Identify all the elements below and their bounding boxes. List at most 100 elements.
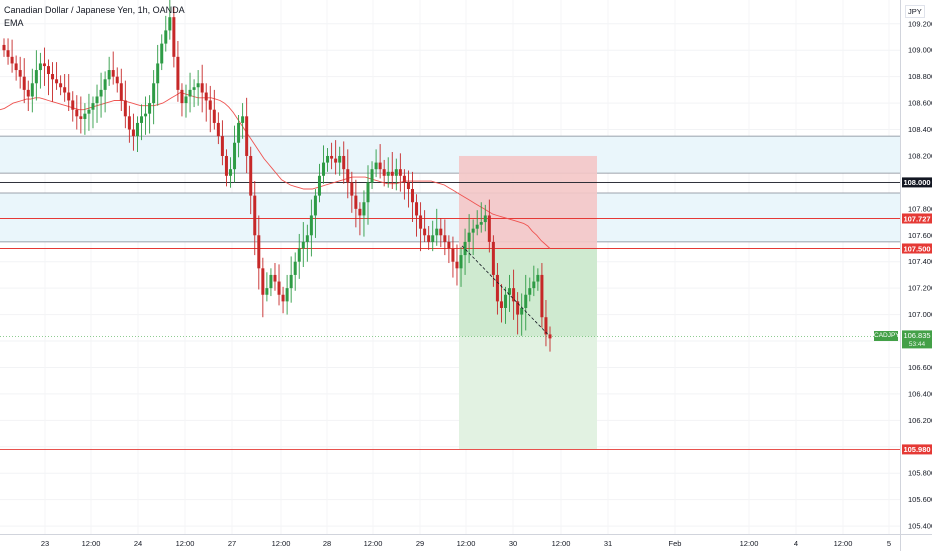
candle-body bbox=[140, 116, 144, 123]
stop-loss-zone bbox=[459, 155, 597, 249]
candle bbox=[410, 171, 414, 223]
candle-body bbox=[265, 288, 269, 295]
candle bbox=[233, 125, 237, 183]
candle-body bbox=[277, 281, 281, 295]
candle bbox=[479, 202, 483, 233]
candle bbox=[447, 235, 451, 264]
candle bbox=[313, 189, 317, 238]
candle-body bbox=[42, 63, 46, 67]
candle-body bbox=[382, 169, 386, 176]
candle bbox=[123, 80, 127, 129]
candle-body bbox=[548, 334, 552, 339]
candle-body bbox=[293, 261, 297, 275]
candle-body bbox=[152, 83, 156, 104]
price-axis[interactable]: 109.200 109.000 108.800 108.600 108.400 108.2… bbox=[900, 0, 932, 534]
countdown-label: 53:44 bbox=[909, 341, 926, 348]
candle-body bbox=[216, 122, 220, 137]
price-tick-label: 107.000 bbox=[908, 310, 932, 319]
candle bbox=[30, 68, 34, 113]
candle bbox=[95, 84, 99, 123]
candle bbox=[107, 56, 111, 86]
candle-body bbox=[338, 155, 342, 163]
candle-body bbox=[317, 175, 321, 196]
price-tick-label: 109.200 bbox=[908, 19, 932, 28]
support-resistance-zone bbox=[0, 136, 900, 174]
time-tick-label: 28 bbox=[323, 539, 331, 548]
candle bbox=[536, 268, 540, 291]
candle bbox=[415, 194, 419, 237]
time-tick-label: 23 bbox=[41, 539, 49, 548]
price-tick-label: 107.800 bbox=[908, 204, 932, 213]
candle bbox=[18, 56, 22, 89]
candle bbox=[245, 97, 249, 174]
candle bbox=[326, 148, 330, 172]
price-tick-label: 109.000 bbox=[908, 46, 932, 55]
time-axis[interactable]: 23 12:00 24 12:00 27 12:00 28 12:00 29 12:00 30 12:… bbox=[0, 534, 900, 551]
candle bbox=[59, 75, 63, 96]
candle-body bbox=[386, 171, 390, 176]
candle bbox=[322, 145, 326, 184]
candle bbox=[22, 58, 26, 104]
candle bbox=[398, 153, 402, 192]
candle-body bbox=[499, 301, 503, 308]
candle-body bbox=[261, 268, 265, 295]
candle-body bbox=[192, 87, 196, 90]
candle bbox=[293, 252, 297, 291]
candlestick-chart[interactable] bbox=[0, 0, 900, 534]
candle-body bbox=[423, 228, 427, 236]
candle bbox=[334, 140, 338, 175]
candle-body bbox=[301, 241, 305, 249]
candle-body bbox=[467, 232, 471, 242]
candle bbox=[168, 0, 172, 40]
candle bbox=[532, 265, 536, 297]
candle bbox=[305, 224, 309, 262]
chart-plot-area[interactable]: Canadian Dollar / Japanese Yen, 1h, OAND… bbox=[0, 0, 900, 534]
candle-body bbox=[289, 274, 293, 289]
candle-body bbox=[427, 235, 431, 242]
candle-body bbox=[127, 116, 131, 130]
candle-body bbox=[483, 215, 487, 223]
candle bbox=[544, 300, 548, 347]
candle-body bbox=[346, 169, 350, 183]
candle bbox=[370, 161, 374, 190]
candle bbox=[508, 274, 512, 312]
candle-body bbox=[451, 248, 455, 262]
candle-body bbox=[156, 63, 160, 84]
candle bbox=[431, 220, 435, 252]
time-tick-label: Feb bbox=[669, 539, 682, 548]
candle-body bbox=[14, 63, 18, 71]
currency-label[interactable]: JPY bbox=[905, 5, 925, 18]
candle-body bbox=[459, 255, 463, 269]
candle bbox=[483, 204, 487, 232]
candle-body bbox=[79, 116, 83, 119]
candle-body bbox=[10, 56, 14, 64]
candle-body bbox=[443, 235, 447, 242]
time-tick-label: 30 bbox=[509, 539, 517, 548]
candle-body bbox=[269, 274, 273, 289]
candle bbox=[346, 149, 350, 199]
candle bbox=[285, 274, 289, 315]
candle bbox=[269, 268, 273, 297]
price-level-badge-label: 107.727 bbox=[903, 214, 930, 223]
candle bbox=[495, 263, 499, 315]
candle-body bbox=[491, 241, 495, 275]
candle bbox=[317, 163, 321, 203]
candle-body bbox=[59, 83, 63, 88]
candle bbox=[144, 96, 148, 135]
candle-body bbox=[334, 158, 338, 163]
price-tick-label: 106.600 bbox=[908, 363, 932, 372]
candle-body bbox=[164, 30, 168, 44]
candle bbox=[471, 219, 475, 256]
candle-body bbox=[508, 288, 512, 295]
candle bbox=[188, 72, 192, 113]
candle-body bbox=[123, 100, 127, 117]
candle bbox=[374, 149, 378, 178]
candle bbox=[216, 112, 220, 145]
candle bbox=[91, 96, 95, 129]
candle-body bbox=[22, 76, 26, 90]
candle bbox=[253, 181, 257, 256]
candle-body bbox=[99, 89, 103, 97]
candle-body bbox=[471, 228, 475, 233]
candle bbox=[378, 144, 382, 179]
candle-body bbox=[354, 195, 358, 209]
